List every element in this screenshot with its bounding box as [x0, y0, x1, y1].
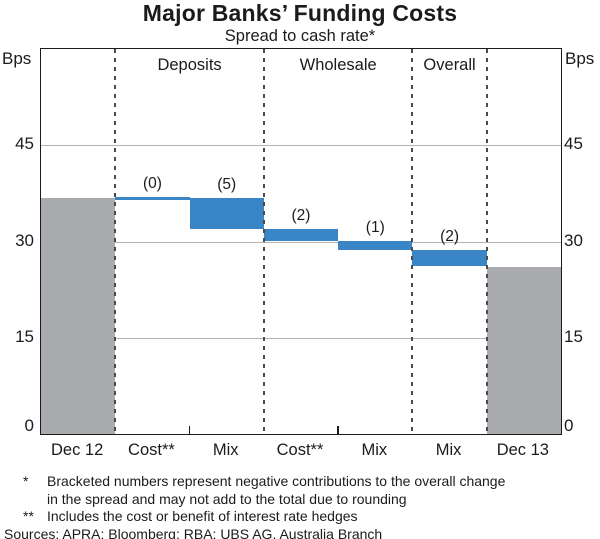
chart-title: Major Banks’ Funding Costs: [142, 0, 458, 26]
section-separator: [262, 49, 265, 434]
section-label-deposits: Deposits: [157, 56, 222, 74]
bar-value-label: (1): [365, 218, 385, 236]
bar-dec-13: [486, 267, 561, 434]
x-axis-label-mix: Mix: [212, 441, 239, 459]
bar-wholesale-cost: [263, 228, 339, 241]
gridline-45: [41, 145, 561, 147]
x-axis-minor-tick: [337, 426, 339, 434]
footnote-1-line-2: in the spread and may not add to the tot…: [47, 490, 407, 507]
y-axis-tick-ytick-right-15: 15: [564, 326, 583, 346]
bar-deposits-mix: [189, 197, 264, 229]
section-separator: [411, 49, 414, 434]
bar-value-label: (2): [440, 228, 460, 246]
chart-subtitle: Spread to cash rate*: [224, 27, 376, 45]
section-separator: [114, 49, 117, 434]
bar-deposits-cost: [115, 197, 190, 200]
x-axis-label-mix: Mix: [435, 441, 462, 459]
x-axis-label-dec-13: Dec 13: [496, 441, 549, 459]
gridline-15: [41, 337, 561, 339]
footnote-2-text: Includes the cost or benefit of interest…: [47, 508, 590, 526]
bar-value-label: (2): [291, 206, 311, 224]
sources-line: Sources: APRA; Bloomberg; RBA; UBS AG, A…: [4, 525, 383, 539]
x-axis-label-dec-12: Dec 12: [51, 441, 104, 459]
section-label-overall: Overall: [423, 56, 476, 74]
footnote-1: * Bracketed numbers represent negative c…: [4, 473, 590, 508]
bar-wholesale-mix: [338, 240, 413, 251]
y-axis-tick-ytick-left-30: 30: [15, 230, 34, 250]
section-label-wholesale: Wholesale: [299, 56, 377, 74]
bar-value-label: (0): [142, 175, 162, 193]
x-axis-minor-tick: [188, 426, 191, 434]
plot-area: (0) (5) (2) (1) (2) Deposits Wholesale Overall: [40, 48, 562, 435]
bar-dec-12: [41, 197, 116, 434]
y-axis-tick-ytick-left-45: 45: [15, 134, 34, 154]
footnote-2: ** Includes the cost or benefit of inter…: [4, 508, 590, 526]
bar-overall-mix: [412, 250, 487, 266]
section-separator: [485, 49, 488, 434]
y-axis-unit-left: Bps: [2, 49, 32, 68]
footnote-1-text: Bracketed numbers represent negative con…: [47, 473, 590, 508]
gridline-30: [41, 241, 561, 243]
footnote-2-line-1: Includes the cost or benefit of interest…: [47, 508, 358, 524]
x-axis-label-cost: Cost**: [128, 441, 175, 459]
footnote-1-line-1: Bracketed numbers represent negative con…: [47, 473, 506, 489]
y-axis-unit-right: Bps: [565, 49, 595, 68]
y-axis-tick-ytick-left-15: 15: [15, 326, 34, 346]
y-axis-tick-ytick-right-0: 0: [564, 416, 574, 435]
y-axis-tick-ytick-right-30: 30: [564, 230, 583, 250]
footnote-1-marker: *: [23, 473, 29, 489]
y-axis-tick-ytick-right-45: 45: [564, 134, 583, 154]
x-axis-label-mix: Mix: [361, 441, 388, 459]
footnote-2-marker: **: [23, 508, 34, 524]
y-axis-tick-ytick-left-0: 0: [24, 416, 34, 435]
footnotes: * Bracketed numbers represent negative c…: [4, 473, 590, 539]
bar-value-label: (5): [217, 175, 237, 193]
x-axis-label-cost: Cost**: [276, 441, 324, 459]
